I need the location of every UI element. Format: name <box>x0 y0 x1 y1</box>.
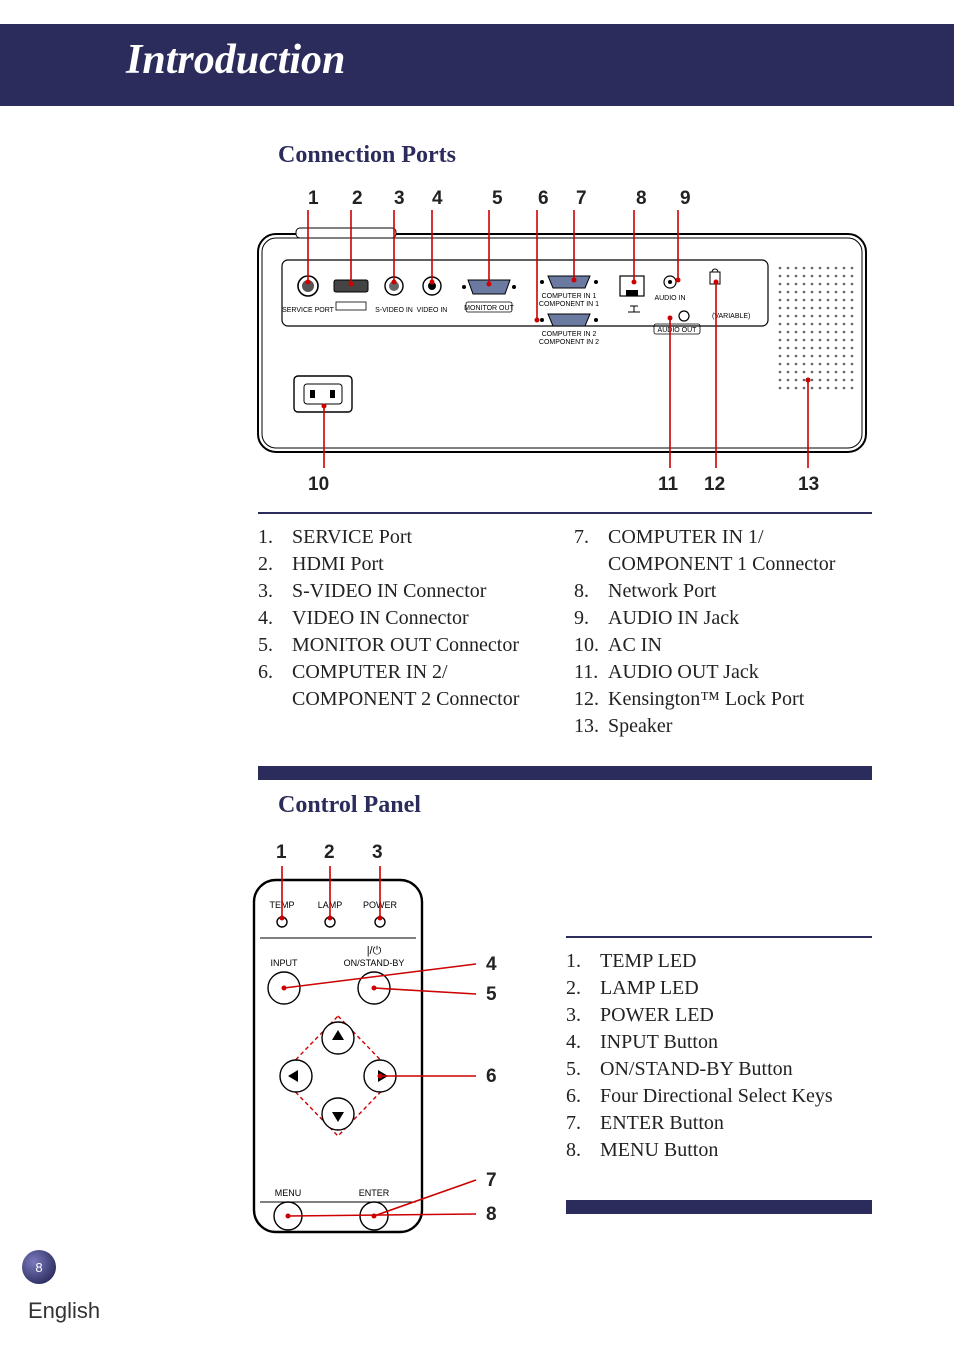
d2-side-4: 4 <box>486 954 497 976</box>
d1-top-1: 1 <box>308 188 319 210</box>
language-label: English <box>28 1298 100 1324</box>
d1-bot-12: 12 <box>704 474 725 496</box>
d2-top-1: 1 <box>276 842 287 864</box>
c4t: INPUT Button <box>600 1029 874 1056</box>
l7t: COMPUTER IN 1/ COMPONENT 1 Connector <box>608 524 874 578</box>
control-panel-diagram: TEMP LAMP POWER |/⏻ INPUT ON/STAND-BY ME… <box>246 866 546 1246</box>
c3t: POWER LED <box>600 1002 874 1029</box>
l10t: AC IN <box>608 632 874 659</box>
d1-top-4: 4 <box>432 188 443 210</box>
c8n: 8. <box>566 1137 600 1164</box>
section1-title: Connection Ports <box>278 142 456 169</box>
svg-text:|/⏻: |/⏻ <box>367 945 382 957</box>
lbl-standby: ON/STAND-BY <box>344 958 405 968</box>
section1-list-right: 7.COMPUTER IN 1/ COMPONENT 1 Connector 8… <box>574 524 874 740</box>
c1n: 1. <box>566 948 600 975</box>
section1-list-left: 1.SERVICE Port 2.HDMI Port 3.S-VIDEO IN … <box>258 524 558 713</box>
lbl-comp1b: COMPONENT IN 1 <box>539 301 599 308</box>
c5t: ON/STAND-BY Button <box>600 1056 874 1083</box>
connection-ports-diagram: SERVICE PORT S-VIDEO IN VIDEO IN MONITOR… <box>252 210 872 470</box>
l9n: 9. <box>574 605 608 632</box>
lbl-variable: (VARIABLE) <box>712 313 750 320</box>
c7t: ENTER Button <box>600 1110 874 1137</box>
d1-top-2: 2 <box>352 188 363 210</box>
l13t: Speaker <box>608 713 874 740</box>
lbl-menu: MENU <box>275 1188 302 1198</box>
l8n: 8. <box>574 578 608 605</box>
d1-bot-11: 11 <box>658 474 678 496</box>
lbl-audioout: AUDIO OUT <box>658 327 698 334</box>
d2-side-6: 6 <box>486 1066 497 1088</box>
d1-top-6: 6 <box>538 188 549 210</box>
d2-top-3: 3 <box>372 842 383 864</box>
l5n: 5. <box>258 632 292 659</box>
lbl-input: INPUT <box>271 958 299 968</box>
c6t: Four Directional Select Keys <box>600 1083 874 1110</box>
d2-side-5: 5 <box>486 984 497 1006</box>
l12t: Kensington™ Lock Port <box>608 686 874 713</box>
l2t: HDMI Port <box>292 551 558 578</box>
d1-top-5: 5 <box>492 188 503 210</box>
d1-bot-10: 10 <box>308 474 329 496</box>
d1-top-3: 3 <box>394 188 405 210</box>
rule-s2-bottom <box>566 1200 872 1214</box>
lbl-audioin: AUDIO IN <box>654 295 685 302</box>
d1-top-9: 9 <box>680 188 691 210</box>
l1t: SERVICE Port <box>292 524 558 551</box>
d1-bot-13: 13 <box>798 474 819 496</box>
page-title: Introduction <box>126 36 345 84</box>
l3n: 3. <box>258 578 292 605</box>
c4n: 4. <box>566 1029 600 1056</box>
lbl-enter: ENTER <box>359 1188 390 1198</box>
d1-top-8: 8 <box>636 188 647 210</box>
c1t: TEMP LED <box>600 948 874 975</box>
rule-s1-top <box>258 512 872 514</box>
c8t: MENU Button <box>600 1137 874 1164</box>
l8t: Network Port <box>608 578 874 605</box>
d2-top-2: 2 <box>324 842 335 864</box>
lbl-service: SERVICE PORT <box>282 307 335 314</box>
page-number-badge: 8 <box>22 1250 56 1284</box>
lbl-comp2b: COMPONENT IN 2 <box>539 339 599 346</box>
l2n: 2. <box>258 551 292 578</box>
l4t: VIDEO IN Connector <box>292 605 558 632</box>
header-underline <box>0 102 954 106</box>
d2-side-8: 8 <box>486 1204 497 1226</box>
l7n: 7. <box>574 524 608 578</box>
d1-top-7: 7 <box>576 188 587 210</box>
l4n: 4. <box>258 605 292 632</box>
d2-side-7: 7 <box>486 1170 497 1192</box>
l6n: 6. <box>258 659 292 713</box>
rule-s2-top <box>566 936 872 938</box>
c2n: 2. <box>566 975 600 1002</box>
l11t: AUDIO OUT Jack <box>608 659 874 686</box>
l9t: AUDIO IN Jack <box>608 605 874 632</box>
l6t: COMPUTER IN 2/ COMPONENT 2 Connector <box>292 659 558 713</box>
c6n: 6. <box>566 1083 600 1110</box>
c7n: 7. <box>566 1110 600 1137</box>
c2t: LAMP LED <box>600 975 874 1002</box>
l3t: S-VIDEO IN Connector <box>292 578 558 605</box>
l11n: 11. <box>574 659 608 686</box>
lbl-svideo: S-VIDEO IN <box>375 307 413 314</box>
section2-title: Control Panel <box>278 792 421 819</box>
c5n: 5. <box>566 1056 600 1083</box>
lbl-comp1a: COMPUTER IN 1 <box>542 293 597 300</box>
l13n: 13. <box>574 713 608 740</box>
l5t: MONITOR OUT Connector <box>292 632 558 659</box>
l10n: 10. <box>574 632 608 659</box>
rule-s1-bottom <box>258 766 872 780</box>
l1n: 1. <box>258 524 292 551</box>
lbl-comp2a: COMPUTER IN 2 <box>542 331 597 338</box>
c3n: 3. <box>566 1002 600 1029</box>
section2-list: 1.TEMP LED 2.LAMP LED 3.POWER LED 4.INPU… <box>566 948 874 1164</box>
lbl-video: VIDEO IN <box>417 307 448 314</box>
l12n: 12. <box>574 686 608 713</box>
lbl-monitor: MONITOR OUT <box>464 305 514 312</box>
